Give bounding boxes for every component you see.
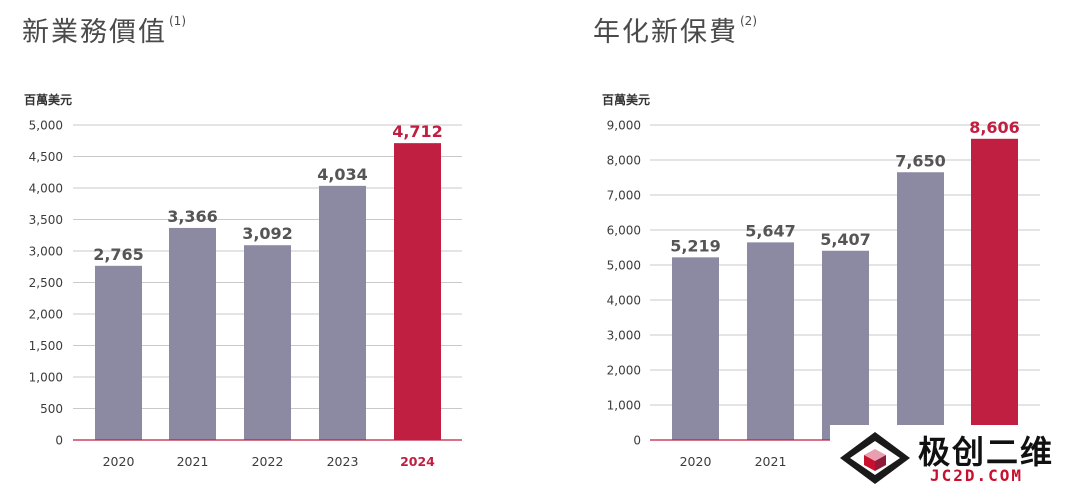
- chart-title: 年化新保費 (2): [593, 14, 757, 48]
- bar-2023: [897, 172, 944, 440]
- x-tick-label: 2020: [680, 454, 712, 469]
- bar-2022: [822, 250, 869, 440]
- y-tick-label: 2,000: [29, 308, 63, 322]
- x-tick-label: 2021: [755, 454, 787, 469]
- bar-chart: 0 500 1,000 1,500 2,000 2,500 3,000 3,500 4,000 4…: [29, 119, 462, 469]
- chart-panel-new-business-value: 新業務價值 (1) 百萬美元 0 500 1,000 1,500 2,000 2,500 3,…: [22, 14, 462, 469]
- chart-title: 新業務價值 (1): [22, 14, 186, 48]
- data-label: 8,606: [969, 118, 1020, 137]
- cube-logo-icon: [840, 432, 910, 484]
- y-unit-label: 百萬美元: [602, 93, 651, 107]
- data-label: 3,092: [242, 224, 293, 243]
- bar-2024: [971, 138, 1018, 441]
- y-tick-label: 4,500: [29, 150, 63, 164]
- y-tick-label: 2,000: [607, 364, 641, 378]
- watermark-text-cn: 极创二维: [918, 433, 1055, 471]
- x-tick-label: 2021: [177, 454, 209, 469]
- bar-2023: [319, 185, 366, 440]
- y-tick-label: 4,000: [607, 294, 641, 308]
- bar-2021: [169, 227, 216, 440]
- y-tick-label: 7,000: [607, 189, 641, 203]
- y-tick-label: 5,000: [607, 259, 641, 273]
- x-tick-label: 2023: [327, 454, 359, 469]
- bar-2022: [244, 245, 291, 440]
- y-tick-label: 3,000: [607, 329, 641, 343]
- data-label: 7,650: [895, 151, 946, 170]
- y-tick-label: 1,500: [29, 339, 63, 353]
- bar-2020: [95, 265, 142, 440]
- y-tick-label: 1,000: [29, 371, 63, 385]
- data-label: 5,219: [670, 236, 721, 255]
- y-tick-label: 500: [40, 402, 63, 416]
- data-label: 2,765: [93, 245, 144, 264]
- y-tick-label: 8,000: [607, 154, 641, 168]
- y-tick-label: 9,000: [607, 119, 641, 133]
- data-label: 5,407: [820, 230, 871, 249]
- y-tick-label: 3,500: [29, 213, 63, 227]
- chart-panel-annualized-new-premium: 年化新保費 (2) 百萬美元 0 1,000 2,000 3,000 4,000 5,000…: [540, 0, 1080, 489]
- y-tick-label: 6,000: [607, 224, 641, 238]
- watermark-text-en: JC2D.COM: [930, 466, 1024, 485]
- bar-2024: [394, 143, 441, 441]
- bar-2021: [747, 242, 794, 440]
- data-label: 3,366: [167, 207, 218, 226]
- y-tick-label: 4,000: [29, 182, 63, 196]
- bar-2020: [672, 257, 719, 440]
- x-tick-label: 2024: [400, 454, 435, 469]
- x-tick-label: 2020: [103, 454, 135, 469]
- y-tick-label: 1,000: [607, 399, 641, 413]
- y-unit-label: 百萬美元: [24, 93, 73, 107]
- y-tick-label: 0: [55, 434, 63, 448]
- data-label: 4,034: [317, 165, 368, 184]
- y-tick-label: 0: [633, 434, 641, 448]
- watermark: 极创二维 JC2D.COM: [830, 425, 1080, 489]
- data-label: 5,647: [745, 221, 796, 240]
- x-tick-label: 2022: [252, 454, 284, 469]
- y-tick-label: 5,000: [29, 119, 63, 133]
- y-tick-label: 2,500: [29, 276, 63, 290]
- data-label: 4,712: [392, 122, 443, 141]
- bar-chart: 0 1,000 2,000 3,000 4,000 5,000 6,000 7,000 8,00…: [607, 118, 1040, 469]
- y-tick-label: 3,000: [29, 245, 63, 259]
